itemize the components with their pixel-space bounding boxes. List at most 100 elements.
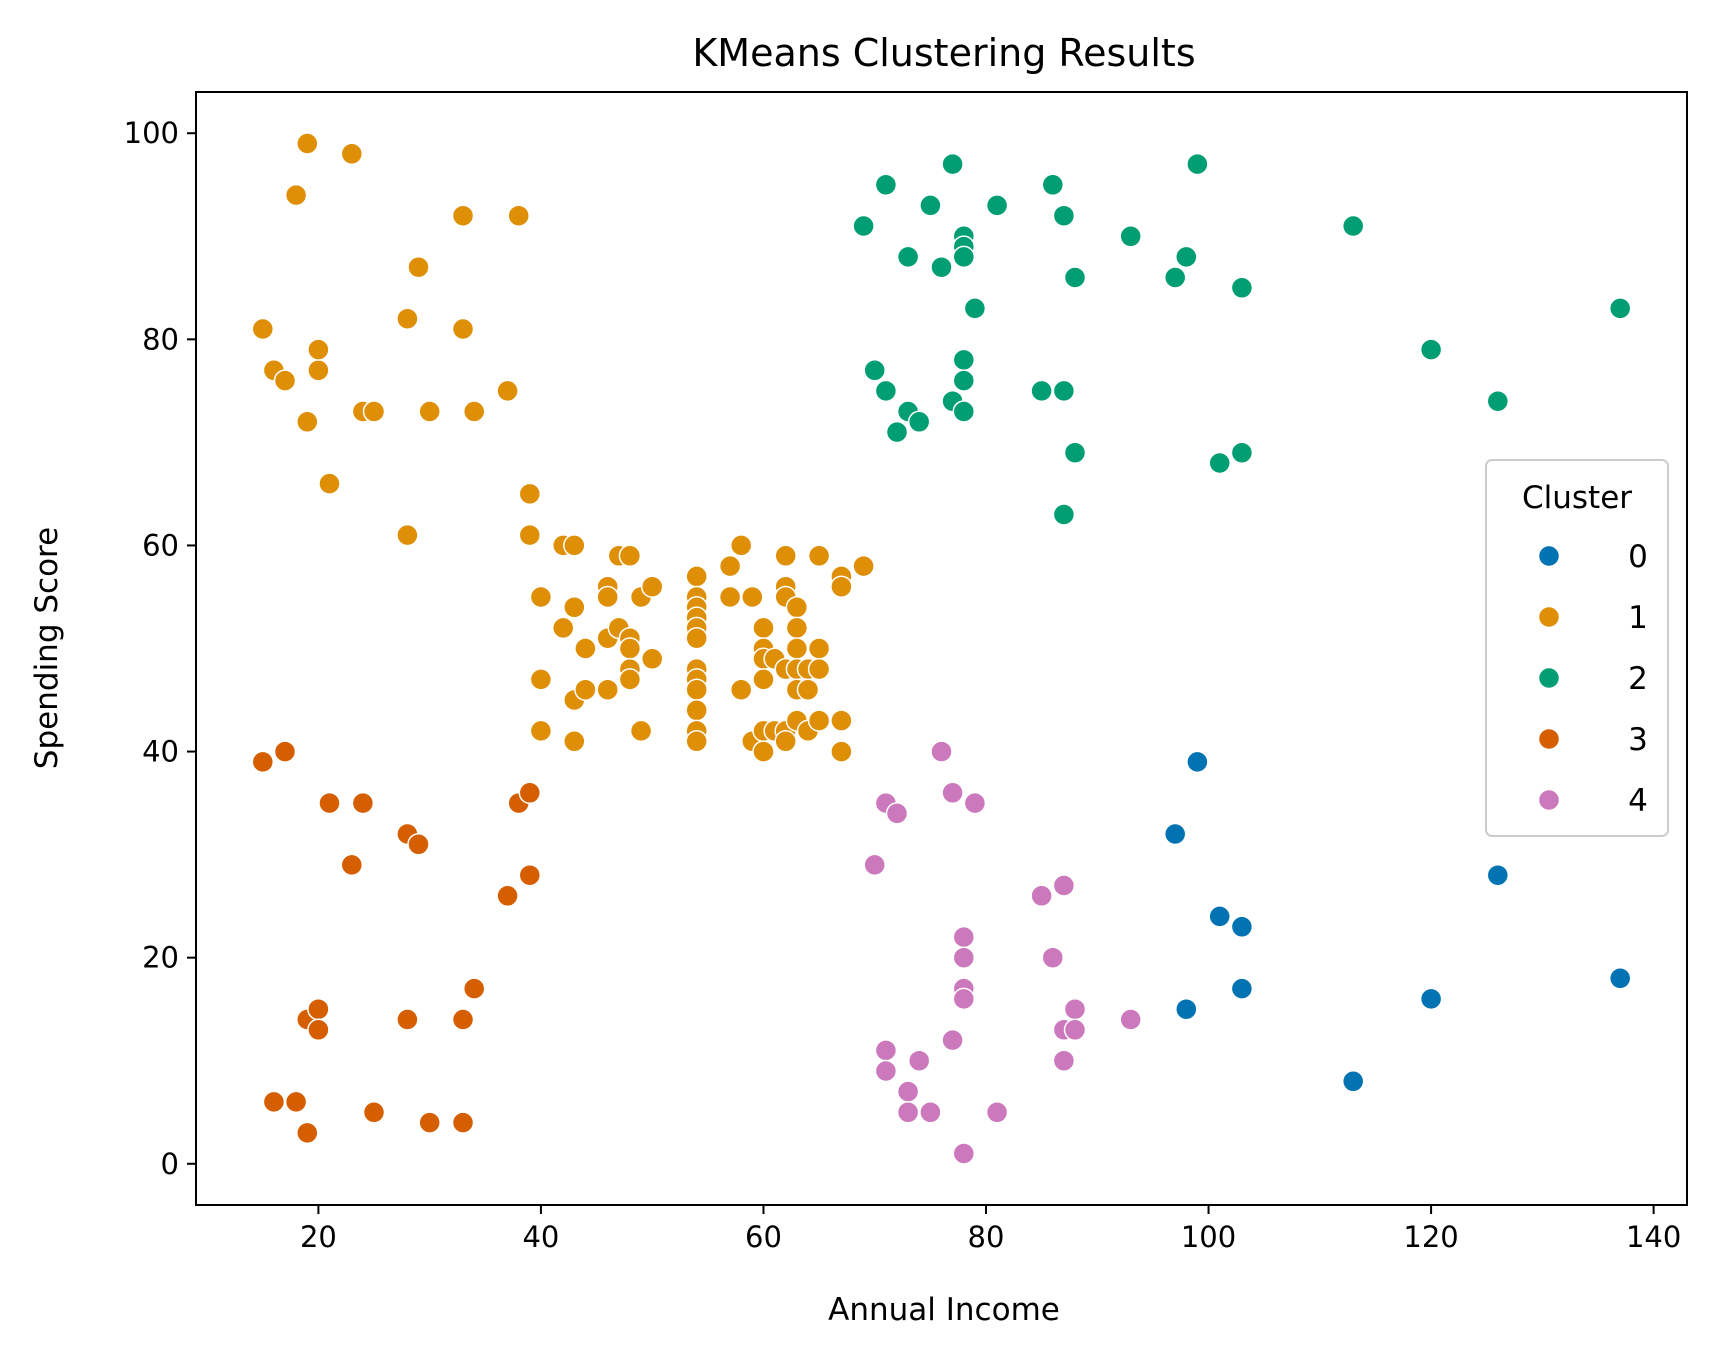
data-point-cluster-4: [896, 1080, 920, 1103]
data-point-cluster-2: [896, 245, 920, 269]
data-point-cluster-1: [774, 730, 797, 753]
data-point-cluster-1: [307, 359, 330, 382]
data-point-cluster-2: [1230, 276, 1254, 300]
data-point-cluster-1: [640, 647, 664, 671]
data-point-cluster-2: [1030, 379, 1053, 403]
data-point-cluster-4: [896, 1101, 920, 1124]
data-point-cluster-3: [451, 1008, 475, 1031]
data-point-cluster-4: [963, 791, 987, 815]
data-point-cluster-2: [1186, 152, 1209, 176]
data-point-cluster-2: [952, 400, 976, 423]
x-tick-label: 20: [300, 1220, 337, 1254]
data-point-cluster-0: [1419, 987, 1443, 1011]
data-point-cluster-2: [874, 173, 898, 197]
data-point-cluster-2: [1052, 204, 1076, 227]
data-point-cluster-2: [1041, 173, 1065, 197]
y-tick-label: 80: [142, 322, 179, 356]
data-point-cluster-2: [941, 152, 964, 176]
data-point-cluster-1: [574, 678, 597, 701]
data-point-cluster-4: [1052, 1049, 1076, 1072]
data-point-cluster-1: [307, 338, 330, 361]
data-point-cluster-2: [1052, 503, 1076, 526]
data-point-cluster-1: [496, 379, 519, 403]
data-point-cluster-1: [640, 575, 664, 598]
y-tick-label: 20: [142, 941, 179, 975]
data-point-cluster-4: [1063, 1018, 1087, 1042]
data-point-cluster-3: [340, 853, 364, 877]
data-point-cluster-1: [807, 709, 831, 732]
data-point-cluster-1: [785, 596, 809, 619]
data-point-cluster-1: [752, 740, 775, 763]
legend-title: Cluster: [1522, 480, 1632, 516]
data-point-cluster-1: [741, 585, 764, 609]
data-point-cluster-4: [919, 1101, 942, 1124]
data-point-cluster-1: [318, 472, 341, 495]
data-point-cluster-3: [462, 977, 486, 1000]
data-point-cluster-1: [296, 132, 319, 155]
data-point-cluster-1: [407, 255, 430, 279]
y-tick-label: 100: [124, 116, 179, 150]
data-point-cluster-2: [874, 379, 898, 403]
data-point-cluster-0: [1341, 1070, 1365, 1093]
data-point-cluster-2: [952, 348, 976, 372]
legend-marker-cluster-1: [1537, 605, 1561, 629]
data-point-cluster-3: [251, 750, 275, 774]
data-point-cluster-1: [785, 637, 809, 660]
data-point-cluster-3: [273, 740, 297, 763]
data-point-cluster-2: [963, 297, 987, 320]
y-tick-label: 40: [142, 735, 179, 769]
data-point-cluster-4: [1052, 874, 1076, 897]
data-point-cluster-4: [1041, 946, 1065, 969]
data-point-cluster-3: [307, 1018, 330, 1042]
data-point-cluster-1: [518, 523, 542, 547]
data-point-cluster-1: [396, 307, 419, 330]
data-point-cluster-2: [907, 410, 931, 434]
data-point-cluster-3: [307, 997, 330, 1021]
data-point-cluster-3: [518, 781, 542, 805]
data-point-cluster-2: [1175, 245, 1198, 269]
data-point-cluster-3: [318, 791, 341, 815]
data-point-cluster-0: [1608, 967, 1632, 990]
legend-label-cluster-0: 0: [1628, 539, 1648, 575]
data-point-cluster-2: [1063, 266, 1087, 289]
data-point-cluster-3: [418, 1111, 441, 1134]
data-point-cluster-1: [529, 668, 553, 691]
legend-box: [1485, 459, 1669, 837]
data-point-cluster-2: [885, 420, 909, 444]
data-point-cluster-1: [796, 678, 820, 701]
legend-label-cluster-3: 3: [1628, 722, 1648, 758]
data-point-cluster-1: [362, 400, 386, 423]
data-point-cluster-1: [551, 616, 575, 640]
data-point-cluster-3: [396, 1008, 419, 1031]
data-point-cluster-0: [1186, 750, 1209, 774]
data-point-cluster-2: [1608, 297, 1632, 320]
data-point-cluster-1: [807, 657, 831, 681]
data-point-cluster-4: [952, 925, 976, 949]
data-point-cluster-1: [785, 616, 809, 640]
y-axis: 0 20 40 60 80 100: [124, 116, 196, 1181]
x-axis-label: Annual Income: [828, 1292, 1060, 1328]
data-point-cluster-1: [529, 719, 553, 743]
x-axis: 20 40 60 80 100 120 140: [300, 1205, 1681, 1254]
data-point-cluster-1: [596, 585, 619, 609]
data-point-cluster-4: [874, 1059, 898, 1083]
data-point-cluster-2: [919, 194, 942, 217]
data-point-cluster-1: [284, 183, 308, 207]
legend-label-cluster-1: 1: [1628, 600, 1648, 636]
data-point-cluster-4: [930, 740, 953, 763]
data-point-cluster-1: [774, 544, 797, 568]
data-point-cluster-1: [685, 730, 708, 753]
data-point-cluster-1: [518, 482, 542, 506]
data-point-cluster-4: [1063, 997, 1087, 1021]
data-point-cluster-1: [596, 678, 619, 701]
data-point-cluster-1: [462, 400, 486, 423]
legend-marker-cluster-3: [1537, 727, 1561, 751]
data-point-cluster-4: [952, 1142, 976, 1165]
data-point-cluster-1: [830, 740, 853, 763]
x-tick-label: 120: [1403, 1220, 1458, 1254]
x-tick-label: 80: [968, 1220, 1005, 1254]
data-point-cluster-1: [418, 400, 441, 423]
data-point-cluster-1: [718, 554, 742, 578]
legend-marker-cluster-2: [1537, 666, 1561, 690]
